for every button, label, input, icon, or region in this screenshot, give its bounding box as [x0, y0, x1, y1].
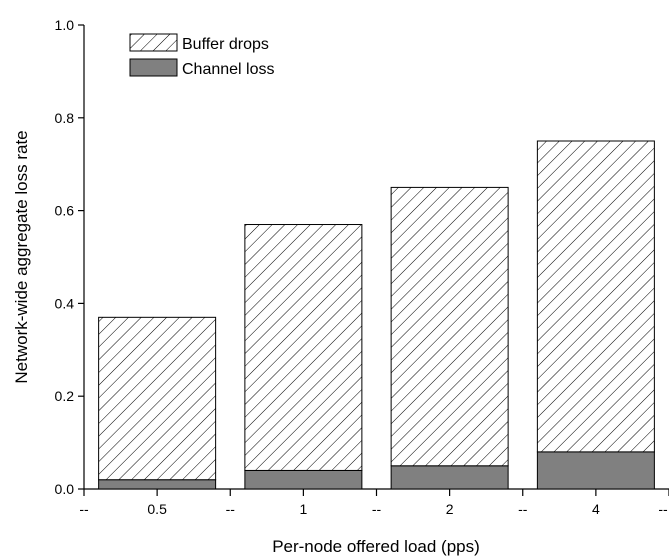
x-tick-label: 1: [299, 501, 307, 517]
x-ticks: -- -- -- -- -- 0.5 1 2 4: [79, 489, 669, 517]
x-tick-label: 0.5: [147, 501, 167, 517]
bar-channel-loss-1: [244, 469, 363, 490]
x-tick-label: 2: [446, 501, 454, 517]
bar-channel-loss-2: [390, 465, 509, 490]
legend-label-channel-loss: Channel loss: [182, 61, 275, 78]
bar-buffer-drops-2: [390, 186, 509, 467]
y-tick-label: 1.0: [55, 17, 75, 33]
bars: [98, 140, 655, 490]
x-tick-label: 4: [592, 501, 600, 517]
legend-swatch-buffer-drops: [129, 33, 178, 52]
bar-buffer-drops-1: [244, 224, 363, 471]
y-tick-label: 0.2: [55, 388, 75, 404]
legend: Buffer drops Channel loss: [129, 33, 275, 78]
x-separator-label: --: [226, 501, 236, 517]
x-separator-label: --: [518, 501, 528, 517]
x-axis-title: Per-node offered load (pps): [272, 537, 480, 556]
bar-channel-loss-0: [98, 479, 217, 490]
y-tick-label: 0.8: [55, 110, 75, 126]
y-axis-title: Network-wide aggregate loss rate: [12, 130, 31, 383]
legend-label-buffer-drops: Buffer drops: [182, 36, 269, 53]
y-tick-label: 0.6: [55, 203, 75, 219]
x-separator-label: --: [372, 501, 382, 517]
x-separator-label: --: [658, 501, 668, 517]
y-tick-label: 0.4: [55, 295, 75, 311]
bar-channel-loss-3: [536, 451, 655, 490]
legend-swatch-channel-loss: [129, 58, 178, 77]
y-tick-label: 0.0: [55, 481, 75, 497]
bar-buffer-drops-3: [536, 140, 655, 453]
bar-buffer-drops-0: [98, 316, 217, 481]
y-ticks: 0.0 0.2 0.4 0.6 0.8 1.0: [55, 17, 84, 497]
x-separator-label: --: [79, 501, 89, 517]
